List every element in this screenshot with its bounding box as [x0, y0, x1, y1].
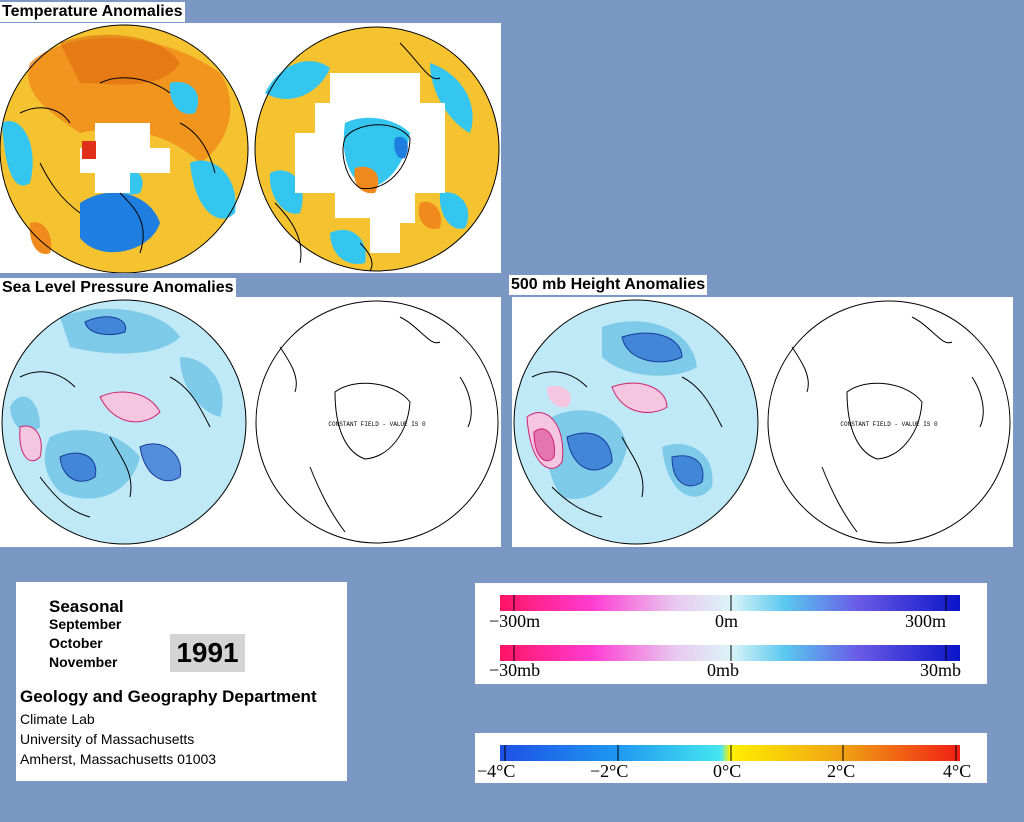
temperature-tick-0: 0°C — [713, 761, 742, 781]
temperature-colorbar — [500, 745, 960, 761]
temperature-legend: −4°C −2°C 0°C 2°C 4°C — [475, 733, 987, 783]
info-box: Seasonal September October November 1991… — [16, 582, 347, 781]
slp-map-south: CONSTANT FIELD - VALUE IS 0 — [255, 300, 499, 544]
height-title: 500 mb Height Anomalies — [509, 275, 708, 295]
month-3: November — [49, 654, 118, 670]
month-2: October — [49, 635, 103, 651]
height-max-label: 300m — [905, 611, 947, 631]
height-panel: CONSTANT FIELD - VALUE IS 0 — [512, 297, 1013, 547]
address-line-3: Amherst, Massachusetts 01003 — [20, 751, 217, 767]
year-badge: 1991 — [170, 634, 245, 672]
temperature-map-north — [0, 24, 249, 273]
height-pressure-legend: −300m 0m 300m −30mb 0mb 30mb — [475, 583, 987, 684]
height-constant-field-label: CONSTANT FIELD - VALUE IS 0 — [840, 421, 938, 428]
slp-maps: CONSTANT FIELD - VALUE IS 0 — [1, 299, 499, 545]
temperature-tick-neg4: −4°C — [477, 761, 516, 781]
slp-constant-field-label: CONSTANT FIELD - VALUE IS 0 — [328, 421, 426, 428]
temperature-maps — [0, 24, 500, 273]
temperature-tick-neg2: −2°C — [590, 761, 629, 781]
slp-title: Sea Level Pressure Anomalies — [0, 278, 236, 298]
slp-panel: CONSTANT FIELD - VALUE IS 0 — [0, 297, 501, 547]
height-map-north — [513, 299, 759, 545]
department-name: Geology and Geography Department — [20, 687, 317, 706]
height-min-label: −300m — [489, 611, 541, 631]
temperature-panel — [0, 23, 501, 273]
address-line-1: Climate Lab — [20, 711, 95, 727]
address-line-2: University of Massachusetts — [20, 731, 195, 747]
temperature-tick-4: 4°C — [943, 761, 972, 781]
temperature-tick-2: 2°C — [827, 761, 856, 781]
height-maps: CONSTANT FIELD - VALUE IS 0 — [513, 299, 1011, 545]
pressure-max-label: 30mb — [920, 660, 962, 680]
temperature-title: Temperature Anomalies — [0, 2, 185, 22]
pressure-mid-label: 0mb — [707, 660, 740, 680]
season-label: Seasonal — [49, 597, 124, 616]
height-colorbar — [500, 595, 960, 611]
slp-map-north — [1, 299, 247, 545]
height-pressure-colorbars — [500, 595, 960, 661]
pressure-min-label: −30mb — [489, 660, 541, 680]
pressure-colorbar — [500, 645, 960, 661]
height-map-south: CONSTANT FIELD - VALUE IS 0 — [767, 300, 1011, 544]
height-mid-label: 0m — [715, 611, 739, 631]
temperature-colorbar-svg — [500, 745, 960, 761]
month-1: September — [49, 616, 122, 632]
temperature-map-south — [254, 26, 500, 272]
